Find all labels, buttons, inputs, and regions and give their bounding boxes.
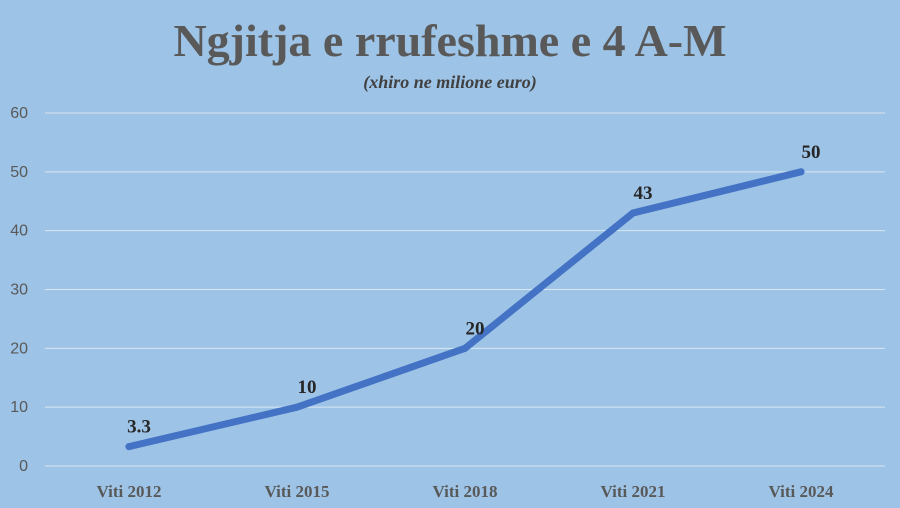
y-tick-label: 50 <box>10 164 28 181</box>
x-tick-label: Viti 2021 <box>600 482 665 501</box>
y-tick-label: 60 <box>10 105 28 122</box>
chart-subtitle: (xhiro ne milione euro) <box>363 72 537 93</box>
y-tick-label: 20 <box>10 340 28 357</box>
gridlines <box>45 112 885 467</box>
data-point <box>461 344 469 352</box>
data-point <box>125 443 133 451</box>
x-axis-ticks: Viti 2012 Viti 2015 Viti 2018 Viti 2021 Viti… <box>96 482 834 501</box>
y-axis-ticks: 0 10 20 30 40 50 60 <box>10 105 28 475</box>
data-point <box>293 403 301 411</box>
series-line-group <box>125 168 805 451</box>
data-point <box>797 168 805 176</box>
series-line <box>125 168 805 451</box>
x-tick-label: Viti 2018 <box>432 482 497 501</box>
chart-title: Ngjitja e rrufeshme e 4 A-M <box>173 15 726 66</box>
data-labels: 3.3 10 20 43 50 <box>127 142 820 438</box>
data-label: 20 <box>466 318 485 339</box>
data-label: 50 <box>802 142 821 163</box>
y-tick-label: 0 <box>19 458 28 475</box>
data-label: 10 <box>298 377 317 398</box>
y-tick-label: 30 <box>10 282 28 299</box>
x-tick-label: Viti 2012 <box>96 482 161 501</box>
data-point <box>629 209 637 217</box>
data-label: 43 <box>634 183 653 204</box>
y-tick-label: 10 <box>10 399 28 416</box>
y-tick-label: 40 <box>10 223 28 240</box>
data-label: 3.3 <box>127 417 151 438</box>
x-tick-label: Viti 2024 <box>768 482 834 501</box>
x-tick-label: Viti 2015 <box>264 482 329 501</box>
